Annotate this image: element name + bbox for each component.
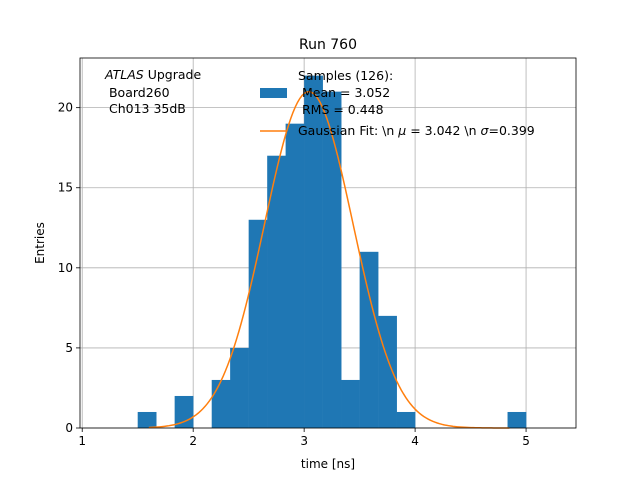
board-label: Board260 — [105, 85, 170, 100]
histogram-bar-13 — [507, 411, 527, 428]
histogram-bar-10 — [359, 251, 379, 428]
legend-rms: RMS = 0.448 — [298, 102, 384, 117]
histogram-bar-9 — [341, 379, 360, 428]
y-axis-ticks: 0 5 10 15 20 — [58, 101, 80, 435]
histogram-bar-8 — [322, 91, 342, 428]
legend-sigma-value: =0.399 — [488, 123, 534, 138]
histogram-bar-5 — [267, 155, 286, 428]
x-axis-label: time [ns] — [301, 457, 355, 471]
histogram-bar-7 — [304, 75, 323, 429]
atlas-annotation: ATLAS Upgrade Board260 Ch013 35dB — [104, 67, 201, 116]
histogram-bar-3 — [230, 347, 249, 428]
x-tick-label: 4 — [411, 434, 419, 448]
y-tick-label: 0 — [65, 421, 73, 435]
y-tick-label: 15 — [58, 181, 73, 195]
y-axis-label: Entries — [33, 222, 47, 264]
atlas-label: ATLAS — [104, 67, 144, 82]
legend-samples-title: Samples (126): — [298, 68, 393, 83]
histogram-bar-11 — [378, 315, 397, 428]
gaussian-fit-curve — [148, 90, 510, 429]
channel-label: Ch013 35dB — [105, 101, 186, 116]
legend-fit-prefix: Gaussian Fit: \n — [298, 123, 398, 138]
y-tick-label: 5 — [65, 341, 73, 355]
legend-mean: Mean = 3.052 — [298, 85, 390, 100]
legend: Samples (126): Mean = 3.052 RMS = 0.448 … — [260, 68, 535, 138]
histogram-bar-0 — [137, 411, 157, 428]
x-tick-label: 3 — [300, 434, 308, 448]
chart-title: Run 760 — [299, 37, 357, 53]
svg-text:Gaussian Fit: \n μ = 3.042 \n: Gaussian Fit: \n μ = 3.042 \n σ=0.399 — [298, 123, 535, 138]
legend-mu-value: = 3.042 \n — [406, 123, 480, 138]
x-axis-ticks: 1 2 3 4 5 — [78, 428, 530, 448]
legend-mu-symbol: μ — [397, 123, 406, 138]
x-tick-label: 2 — [189, 434, 197, 448]
histogram-bar-2 — [211, 379, 231, 428]
legend-sigma-symbol: σ — [481, 123, 490, 138]
histogram-bar-6 — [285, 123, 305, 429]
plot-frame — [79, 57, 577, 429]
y-tick-label: 20 — [58, 101, 73, 115]
upgrade-label: Upgrade — [144, 67, 202, 82]
svg-text:ATLAS Upgrade: ATLAS Upgrade — [104, 67, 201, 82]
y-tick-label: 10 — [58, 261, 73, 275]
histogram-bar-12 — [396, 411, 416, 428]
x-tick-label: 1 — [78, 434, 86, 448]
x-tick-label: 5 — [522, 434, 530, 448]
legend-hist-patch — [260, 88, 287, 98]
